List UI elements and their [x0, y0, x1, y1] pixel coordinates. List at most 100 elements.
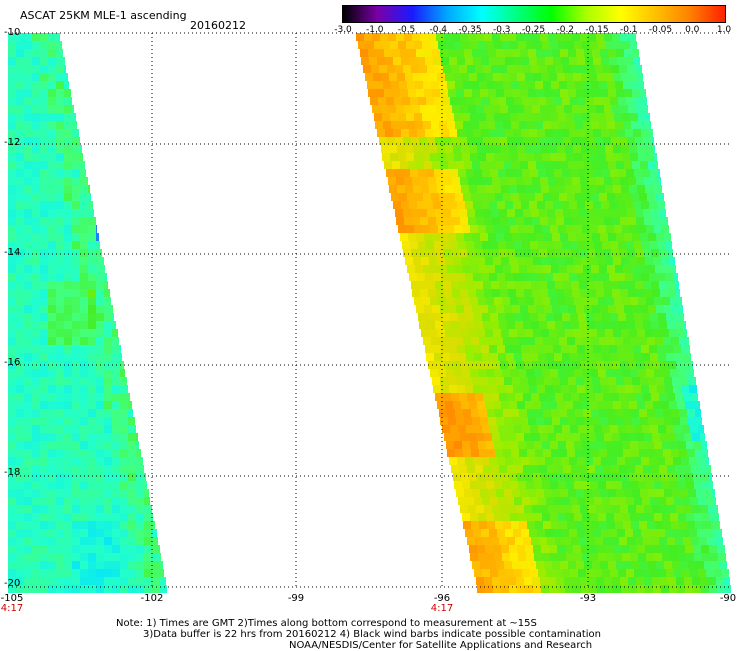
swath-cell	[461, 73, 469, 81]
swath-cell	[465, 529, 473, 537]
swath-cell	[542, 225, 550, 233]
swath-cell	[711, 521, 719, 529]
swath-cell	[545, 273, 553, 281]
swath-cell	[8, 409, 16, 417]
swath-cell	[520, 89, 528, 97]
swath-cell	[675, 321, 683, 329]
swath-cell	[486, 441, 494, 449]
swath-cell	[604, 217, 612, 225]
note-line-1: Note: 1) Times are GMT 2)Times along bot…	[116, 618, 537, 629]
swath-cell	[502, 297, 510, 305]
swath-cell	[497, 457, 505, 465]
swath-cell	[622, 369, 630, 377]
swath-cell	[32, 377, 40, 385]
swath-cell	[491, 137, 499, 145]
swath-cell	[48, 33, 56, 41]
swath-cell	[64, 113, 72, 121]
swath-cell	[386, 97, 394, 105]
swath-cell	[420, 217, 428, 225]
swath-cell	[463, 121, 471, 129]
swath-cell	[24, 529, 32, 537]
swath-cell	[466, 313, 474, 321]
swath-cell	[681, 345, 689, 353]
swath-cell	[510, 153, 518, 161]
swath-cell	[120, 497, 128, 505]
lat-label-10: -10	[4, 27, 21, 38]
swath-cell	[683, 321, 686, 329]
swath-cell	[112, 337, 119, 345]
swath-cell	[485, 545, 493, 553]
swath-cell	[511, 409, 519, 417]
swath-cell	[439, 81, 447, 89]
swath-cell	[104, 377, 112, 385]
swath-cell	[441, 345, 449, 353]
swath-cell	[553, 129, 561, 137]
swath-cell	[112, 513, 120, 521]
swath-cell	[455, 337, 463, 345]
swath-cell	[633, 457, 641, 465]
swath-cell	[578, 97, 586, 105]
swath-cell	[383, 121, 391, 129]
swath-cell	[567, 121, 575, 129]
swath-cell	[564, 505, 572, 513]
swath-cell	[32, 265, 40, 273]
swath-cell	[504, 49, 512, 57]
swath-cell	[608, 161, 616, 169]
swath-cell	[418, 97, 426, 105]
swath-cell	[642, 169, 650, 177]
swath-cell	[447, 81, 455, 89]
swath-cell	[475, 137, 483, 145]
swath-cell	[467, 137, 475, 145]
swath-cell	[24, 401, 32, 409]
swath-cell	[447, 121, 455, 129]
swath-cell	[619, 465, 627, 473]
swath-cell	[486, 41, 494, 49]
swath-cell	[112, 537, 120, 545]
swath-cell	[72, 105, 74, 113]
swath-cell	[136, 553, 144, 561]
swath-cell	[96, 489, 104, 497]
swath-cell	[32, 561, 40, 569]
time-label-left: 4:17	[0, 603, 24, 614]
swath-cell	[88, 329, 96, 337]
swath-cell	[72, 353, 80, 361]
swath-cell	[40, 497, 48, 505]
swath-cell	[104, 433, 112, 441]
swath-cell	[618, 97, 626, 105]
swath-cell	[643, 321, 651, 329]
swath-cell	[454, 481, 462, 489]
swath-cell	[570, 97, 578, 105]
swath-cell	[556, 177, 564, 185]
swath-cell	[56, 89, 64, 97]
swath-cell	[629, 585, 637, 593]
swath-cell	[639, 121, 647, 129]
swath-cell	[507, 321, 515, 329]
swath-cell	[48, 57, 56, 65]
swath-cell	[659, 537, 667, 545]
swath-cell	[32, 329, 40, 337]
swath-cell	[398, 225, 406, 233]
swath-cell	[56, 249, 64, 257]
swath-cell	[569, 129, 577, 137]
swath-cell	[412, 217, 420, 225]
swath-cell	[649, 529, 657, 537]
swath-cell	[547, 209, 555, 217]
swath-cell	[699, 537, 707, 545]
swath-cell	[555, 537, 563, 545]
swath-cell	[371, 65, 379, 73]
swath-cell	[473, 129, 481, 137]
swath-cell	[454, 153, 462, 161]
swath-cell	[424, 233, 432, 241]
swath-cell	[625, 385, 633, 393]
swath-cell	[40, 49, 48, 57]
swath-cell	[598, 441, 606, 449]
swath-cell	[414, 225, 422, 233]
swath-cell	[589, 473, 597, 481]
swath-cell	[626, 241, 634, 249]
swath-cell	[581, 473, 589, 481]
swath-cell	[638, 513, 646, 521]
swath-cell	[32, 289, 40, 297]
swath-cell	[80, 329, 88, 337]
swath-cell	[32, 49, 40, 57]
swath-cell	[32, 433, 40, 441]
